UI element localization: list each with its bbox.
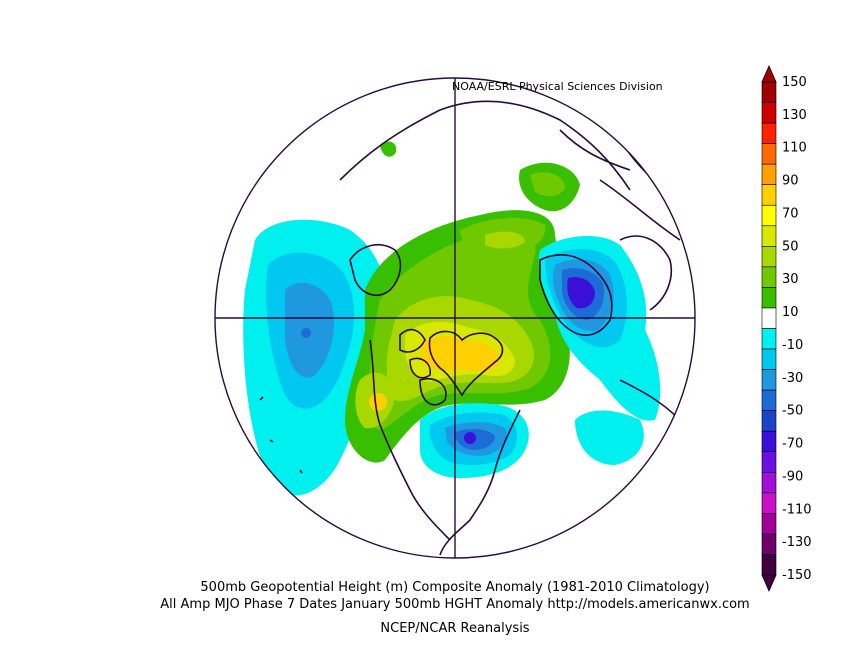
colorbar-block xyxy=(761,307,777,329)
colorbar-tick-label: 50 xyxy=(782,239,799,254)
colorbar-block xyxy=(761,81,777,103)
colorbar-block xyxy=(761,102,777,124)
colorbar-tick-label: -10 xyxy=(782,338,803,353)
colorbar-tick-label: 130 xyxy=(782,108,807,123)
atlantic-negative-tail xyxy=(575,410,644,465)
colorbar-tick-label: -50 xyxy=(782,404,803,419)
colorbar-block xyxy=(761,471,777,494)
colorbar-block xyxy=(761,369,777,391)
anomaly-shading xyxy=(243,141,661,496)
credit-label: NOAA/ESRL Physical Sciences Division xyxy=(452,80,663,93)
colorbar-block xyxy=(761,430,777,453)
colorbar-block xyxy=(761,328,777,350)
colorbar-min-arrow xyxy=(761,574,777,592)
colorbar-ticks: 150 130 110 90 70 50 30 10 -10 -30 -50 -70 -90 -110 -1… xyxy=(782,75,812,583)
caption-source: NCEP/NCAR Reanalysis xyxy=(380,621,530,636)
colorbar-tick-label: -110 xyxy=(782,502,812,517)
siberia-coast xyxy=(339,100,631,191)
siberia-positive-core xyxy=(530,172,565,197)
north-america-east-coast xyxy=(439,409,521,556)
colorbar-block xyxy=(761,163,777,186)
west-positive-core xyxy=(369,393,387,411)
colorbar-tick-label: 90 xyxy=(782,174,799,189)
colorbar-tick-label: -90 xyxy=(782,469,803,484)
colorbar-tick-label: 150 xyxy=(782,75,807,90)
caption-subtitle: All Amp MJO Phase 7 Dates January 500mb … xyxy=(160,597,750,612)
pacific-negative-center xyxy=(301,328,311,338)
colorbar-block xyxy=(761,389,777,411)
colorbar-blocks xyxy=(761,65,777,592)
europe-negative-anomaly-core xyxy=(567,277,595,309)
greenland-outline xyxy=(428,330,504,397)
hudson-bay-outline xyxy=(419,378,447,406)
coastlines xyxy=(259,100,691,556)
colorbar-block xyxy=(761,287,777,309)
colorbar-tick-label: 30 xyxy=(782,272,799,287)
colorbar-block xyxy=(761,204,777,227)
colorbar-tick-label: -130 xyxy=(782,535,812,550)
colorbar-tick-label: -70 xyxy=(782,437,803,452)
colorbar-block xyxy=(761,513,777,535)
colorbar-block xyxy=(761,348,777,370)
europe-outline xyxy=(539,235,672,336)
colorbar-block xyxy=(761,533,777,555)
colorbar-block xyxy=(761,184,777,206)
alaska-outline xyxy=(349,244,402,296)
colorbar-block xyxy=(761,451,777,473)
colorbar-tick-label: 10 xyxy=(782,305,799,320)
colorbar-block xyxy=(761,492,777,514)
graticule xyxy=(215,78,695,558)
pacific-small-positive xyxy=(380,141,397,157)
north-america-west-coast xyxy=(369,339,451,541)
colorbar-block xyxy=(761,225,777,247)
north-positive-core xyxy=(485,231,525,249)
colorbar-tick-label: 110 xyxy=(782,141,807,156)
colorbar-tick-label: -30 xyxy=(782,371,803,386)
colorbar-block xyxy=(761,143,777,165)
caption-title: 500mb Geopotential Height (m) Composite … xyxy=(200,580,710,595)
colorbar-block xyxy=(761,266,777,288)
colorbar-block xyxy=(761,246,777,268)
east-na-negative-center xyxy=(464,432,476,444)
colorbar-block xyxy=(761,410,777,432)
colorbar-tick-label: 70 xyxy=(782,206,799,221)
colorbar-block xyxy=(761,122,777,144)
colorbar-block xyxy=(761,554,777,576)
colorbar-max-arrow xyxy=(761,65,777,83)
arctic-positive-anomaly-core xyxy=(420,336,500,372)
map-boundary xyxy=(214,77,696,559)
colorbar-tick-label: -150 xyxy=(782,568,812,583)
canadian-arctic-outline xyxy=(399,328,431,379)
pacific-islands xyxy=(259,396,303,474)
